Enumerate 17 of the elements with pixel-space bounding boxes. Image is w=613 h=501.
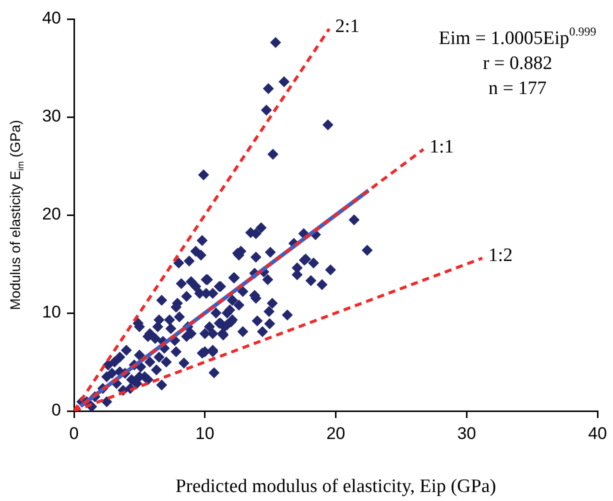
x-tick-label: 0 xyxy=(69,424,79,443)
annotation: 1:2 xyxy=(488,245,513,266)
x-tick-label: 30 xyxy=(457,424,476,443)
y-tick-label: 40 xyxy=(42,8,61,28)
annotation: 2:1 xyxy=(335,16,360,37)
x-tick-label: 10 xyxy=(195,424,214,443)
y-tick-label: 30 xyxy=(42,106,61,126)
y-tick-label: 20 xyxy=(42,204,61,224)
annotation: 1:1 xyxy=(429,136,454,158)
annotation: r = 0.882 xyxy=(482,53,552,74)
x-axis-title: Predicted modulus of elasticity, Eip (GPa) xyxy=(175,476,496,497)
y-axis-title: Modulus of elasticity Eim (GPa) xyxy=(7,120,26,310)
y-tick-label: 10 xyxy=(42,302,61,322)
x-tick-label: 20 xyxy=(326,424,346,443)
y-tick-label: 0 xyxy=(52,400,61,420)
annotation: n = 177 xyxy=(488,78,547,99)
x-tick-label: 40 xyxy=(588,424,608,443)
